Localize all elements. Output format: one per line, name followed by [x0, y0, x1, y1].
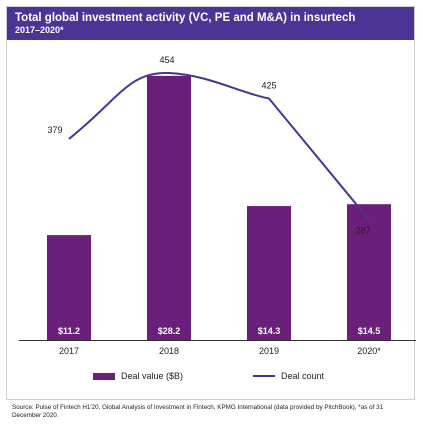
- bar-value-label: $14.3: [258, 326, 281, 336]
- bar-2019: [247, 206, 291, 340]
- x-tick-label: 2020*: [357, 346, 381, 356]
- combo-chart: $11.2 $28.2 $14.3 $14.5 2017 2018 2019 2020* 379…: [19, 55, 416, 356]
- legend: Deal value ($B) Deal count: [7, 371, 414, 387]
- bar-2020*: [347, 204, 391, 340]
- legend-label-deal-count: Deal count: [281, 371, 325, 381]
- x-tick-label: 2019: [259, 346, 279, 356]
- legend-label-deal-value: Deal value ($B): [121, 371, 184, 381]
- deal-count-line: [68, 72, 370, 221]
- chart-header: Total global investment activity (VC, PE…: [7, 7, 414, 40]
- bar-value-label: $28.2: [158, 326, 181, 336]
- chart-frame: Total global investment activity (VC, PE…: [6, 6, 416, 400]
- legend-swatch-bar: [93, 372, 115, 380]
- deal-count-label: 379: [47, 125, 62, 135]
- chart-subtitle: 2017–2020*: [15, 25, 64, 35]
- bar-value-label: $14.5: [358, 326, 381, 336]
- source-note: Source: Pulse of Fintech H1'20, Global A…: [12, 404, 384, 419]
- x-tick-label: 2017: [59, 346, 79, 356]
- deal-count-label: 425: [261, 81, 276, 91]
- legend-item-deal-value: Deal value ($B): [93, 371, 183, 381]
- x-tick-label: 2018: [159, 346, 179, 356]
- legend-swatch-line: [253, 375, 275, 377]
- deal-count-label: 287: [355, 226, 370, 236]
- bar-value-label: $11.2: [58, 326, 80, 336]
- bar-2017: [47, 235, 91, 340]
- deal-count-label: 454: [159, 55, 174, 65]
- legend-item-deal-count: Deal count: [253, 371, 324, 381]
- bar-2018: [147, 75, 191, 341]
- chart-title: Total global investment activity (VC, PE…: [15, 12, 356, 24]
